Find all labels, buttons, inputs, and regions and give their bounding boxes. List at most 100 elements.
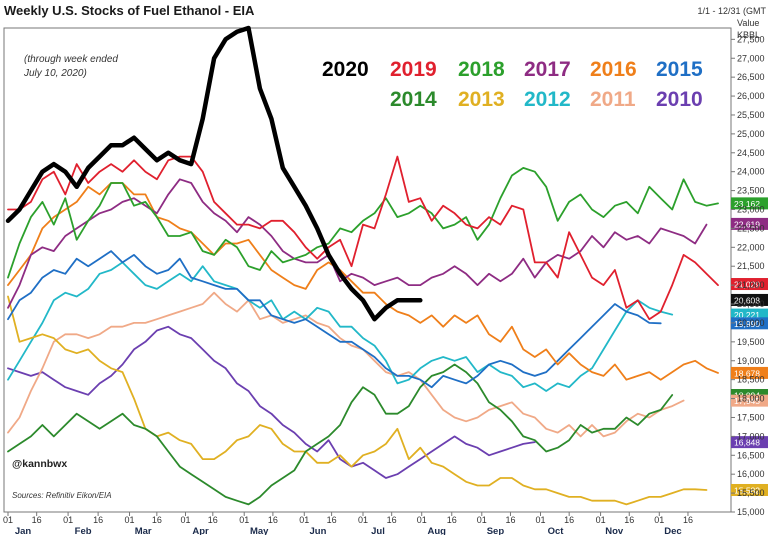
x-tick-label-2: 01 [63, 515, 73, 525]
value-axis-label: Value [737, 18, 759, 28]
legend-item-2012: 2012 [524, 88, 571, 111]
y-tick-label-1: 15,500 [737, 488, 765, 498]
last-value-badge-6 [731, 366, 768, 379]
legend-item-2016: 2016 [590, 58, 637, 81]
x-tick-label-17: 16 [505, 515, 515, 525]
last-value-label-9: 16,848 [734, 438, 760, 448]
last-value-label-4: 20,221 [734, 310, 760, 320]
y-tick-label-21: 25,500 [737, 110, 765, 120]
author-handle: @kannbwx [12, 458, 67, 470]
x-tick-label-8: 01 [239, 515, 249, 525]
x-tick-label-13: 16 [387, 515, 397, 525]
y-tick-label-15: 22,500 [737, 223, 765, 233]
x-tick-label-18: 01 [535, 515, 545, 525]
last-value-badge-10 [731, 483, 768, 496]
y-tick-label-22: 26,000 [737, 91, 765, 101]
last-value-label-3: 20,608 [734, 295, 760, 305]
x-tick-label-1: 16 [32, 515, 42, 525]
month-label-jul: Jul [371, 526, 385, 535]
month-label-oct: Oct [548, 526, 565, 535]
series-line-2013 [7, 295, 708, 506]
x-tick-label-11: 16 [327, 515, 337, 525]
last-value-label-0: 23,162 [734, 199, 760, 209]
last-value-label-6: 18,678 [734, 368, 760, 378]
y-tick-label-23: 26,500 [737, 72, 765, 82]
y-tick-label-14: 22,000 [737, 242, 765, 252]
y-tick-label-13: 21,500 [737, 261, 765, 271]
x-tick-label-14: 01 [417, 515, 427, 525]
y-axis: 15,000 15,500 16,000 16,500 17,000 17,500 18,0… [731, 34, 765, 517]
y-tick-label-24: 27,000 [737, 53, 765, 63]
x-tick-label-12: 01 [358, 515, 368, 525]
x-tick-label-6: 01 [180, 515, 190, 525]
date-range-label: 1/1 - 12/31 (GMT [697, 6, 766, 16]
y-tick-label-11: 20,500 [737, 299, 765, 309]
month-label-dec: Dec [664, 526, 681, 535]
y-tick-label-10: 20,000 [737, 318, 765, 328]
y-tick-label-16: 23,000 [737, 205, 765, 215]
y-tick-label-20: 25,000 [737, 129, 765, 139]
last-value-badge-9 [731, 436, 768, 449]
x-tick-label-16: 01 [477, 515, 487, 525]
last-value-badge-0 [731, 197, 768, 210]
series-line-2019 [7, 155, 719, 321]
note-line-2: July 10, 2020) [23, 68, 87, 79]
y-tick-label-25: 27,500 [737, 34, 765, 44]
last-value-badge-2 [731, 278, 768, 291]
y-tick-label-6: 18,000 [737, 394, 765, 404]
x-tick-label-4: 01 [125, 515, 135, 525]
legend: 2020 2019 2018 2017 2016 2015 2014 2013 2012 2011… [322, 58, 703, 111]
y-tick-label-19: 24,500 [737, 148, 765, 158]
y-tick-label-9: 19,500 [737, 337, 765, 347]
series-layer [5, 25, 719, 506]
chart-title: Weekly U.S. Stocks of Fuel Ethanol - EIA [4, 3, 255, 18]
y-tick-label-8: 19,000 [737, 356, 765, 366]
legend-item-2011: 2011 [590, 88, 636, 111]
x-tick-label-22: 01 [654, 515, 664, 525]
x-tick-label-20: 01 [596, 515, 606, 525]
series-line-2016 [7, 182, 719, 381]
last-value-badge-1 [731, 217, 768, 230]
month-label-apr: Apr [192, 526, 209, 535]
x-tick-label-7: 16 [208, 515, 218, 525]
x-tick-label-10: 01 [299, 515, 309, 525]
last-value-label-8: 17,945 [734, 396, 760, 406]
month-label-jan: Jan [15, 526, 32, 535]
last-value-label-1: 22,619 [734, 219, 760, 229]
y-tick-label-2: 16,000 [737, 469, 765, 479]
x-tick-label-0: 01 [3, 515, 13, 525]
last-value-badge-3 [731, 293, 768, 306]
legend-item-2017: 2017 [524, 58, 571, 81]
plot-frame [3, 27, 732, 513]
legend-item-2018: 2018 [458, 58, 505, 81]
last-value-label-2: 21,029 [734, 280, 760, 290]
series-line-2012 [7, 261, 674, 392]
legend-item-2013: 2013 [458, 88, 505, 111]
x-tick-label-5: 16 [152, 515, 162, 525]
source-note: Sources: Refinitiv Eikon/EIA [12, 491, 112, 500]
legend-item-2010: 2010 [656, 88, 703, 111]
y-tick-label-4: 17,000 [737, 431, 765, 441]
x-axis: 01 16 01 16 01 16 01 16 01 16 01 16 01 16 01 16 01 16 01 16… [3, 512, 693, 535]
last-value-label-5: 19,990 [734, 319, 760, 329]
series-line-2020 [5, 25, 423, 322]
x-tick-label-21: 16 [624, 515, 634, 525]
legend-item-2015: 2015 [656, 58, 703, 81]
last-value-badge-5 [731, 317, 768, 330]
month-label-sep: Sep [487, 526, 505, 535]
month-label-may: May [250, 526, 269, 535]
series-line-2014 [7, 363, 674, 506]
last-value-badge-8 [731, 394, 768, 407]
month-label-aug: Aug [427, 526, 446, 535]
y-tick-label-0: 15,000 [737, 507, 765, 517]
month-label-mar: Mar [135, 526, 152, 535]
x-tick-label-9: 16 [268, 515, 278, 525]
legend-item-2014: 2014 [390, 88, 437, 111]
y-tick-label-12: 21,000 [737, 280, 765, 290]
x-tick-label-3: 16 [93, 515, 103, 525]
month-label-nov: Nov [605, 526, 624, 535]
y-tick-label-17: 23,500 [737, 186, 765, 196]
legend-item-2019: 2019 [390, 58, 437, 81]
